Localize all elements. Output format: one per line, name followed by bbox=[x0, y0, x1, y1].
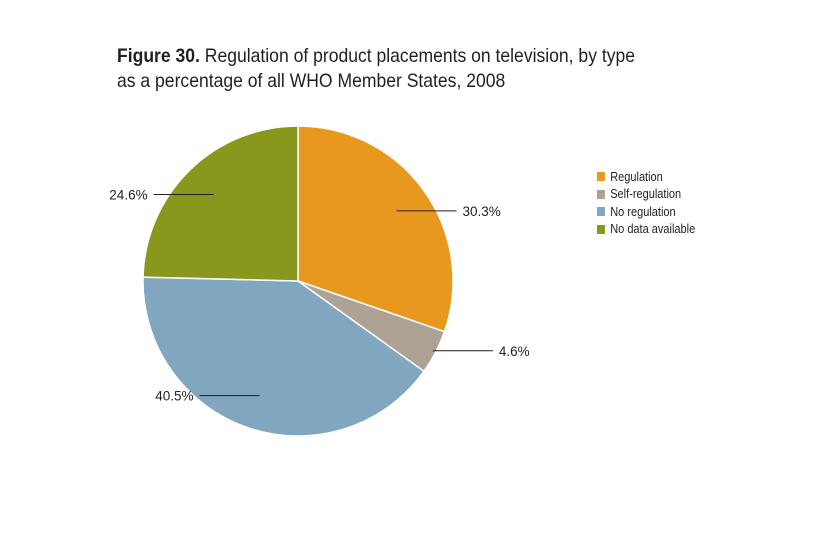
figure-number: Figure 30. bbox=[117, 45, 200, 67]
pie-slice-regulation bbox=[297, 125, 454, 333]
pie-slice-no-data-available bbox=[142, 125, 299, 282]
data-label-3: 24.6% bbox=[109, 187, 147, 202]
data-label-0: 30.3% bbox=[462, 204, 500, 219]
legend-item: Self-regulation bbox=[597, 186, 695, 204]
legend-item: No data available bbox=[597, 221, 695, 239]
pie-slices bbox=[142, 125, 454, 437]
legend-item: Regulation bbox=[597, 168, 695, 186]
title-line-1: Regulation of product placements on tele… bbox=[199, 45, 636, 67]
legend-swatch bbox=[597, 224, 605, 234]
legend-label: No regulation bbox=[610, 204, 676, 219]
pie-data-labels: 30.3% 4.6% 40.5% 24.6% bbox=[109, 187, 529, 403]
legend-swatch bbox=[597, 189, 605, 199]
legend-item: No regulation bbox=[597, 203, 695, 221]
legend-swatch bbox=[597, 172, 605, 182]
legend-label: Self-regulation bbox=[610, 187, 682, 202]
chart-legend: Regulation Self-regulation No regulation No… bbox=[597, 168, 709, 238]
pie-leader-lines bbox=[153, 193, 493, 397]
legend-label: Regulation bbox=[610, 169, 663, 184]
data-label-1: 4.6% bbox=[499, 344, 530, 359]
legend-label: No data available bbox=[610, 222, 696, 237]
title-line-2: as a percentage of all WHO Member States… bbox=[117, 70, 506, 92]
legend-swatch bbox=[597, 207, 605, 217]
chart-title: Figure 30. Regulation of product placeme… bbox=[117, 44, 693, 94]
pie-slice-no-regulation bbox=[142, 276, 426, 437]
data-label-2: 40.5% bbox=[155, 389, 193, 404]
